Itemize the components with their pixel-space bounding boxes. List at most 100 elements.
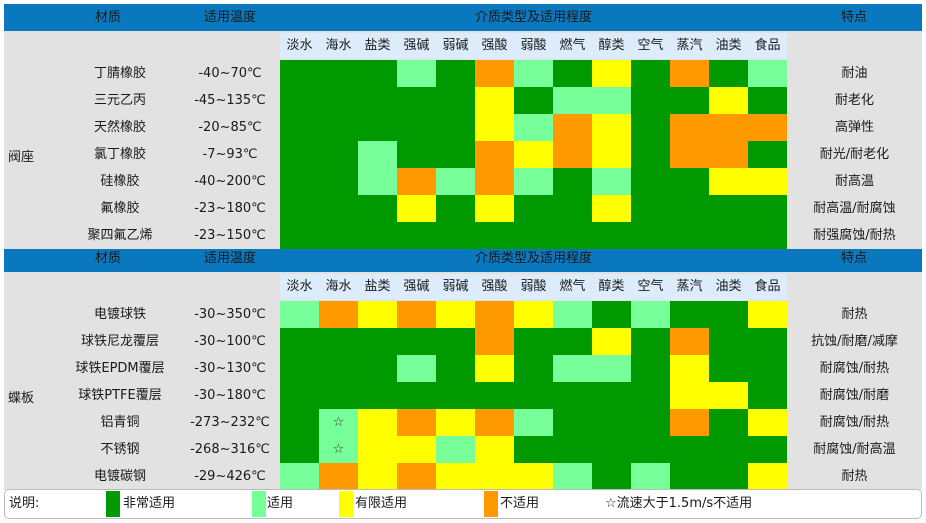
rating-cell bbox=[553, 87, 592, 114]
rating-cell bbox=[397, 168, 436, 195]
rating-cell bbox=[592, 382, 631, 409]
header-media-title: 介质类型及适用程度 bbox=[474, 10, 592, 25]
feature-text: 耐热 bbox=[841, 469, 868, 484]
rating-cell bbox=[319, 141, 358, 168]
rating-cell bbox=[436, 409, 475, 436]
rating-cell bbox=[592, 168, 631, 195]
rating-cell bbox=[280, 463, 319, 490]
rating-cell bbox=[475, 60, 514, 87]
rating-cell bbox=[631, 168, 670, 195]
rating-cell bbox=[397, 195, 436, 222]
rating-cell bbox=[670, 87, 709, 114]
rating-cell bbox=[436, 195, 475, 222]
feature-text: 耐热 bbox=[841, 307, 868, 322]
rating-cell bbox=[514, 301, 553, 328]
rating-cell bbox=[748, 141, 787, 168]
rating-cell bbox=[709, 382, 748, 409]
rating-cell bbox=[670, 222, 709, 249]
feature-text: 耐腐蚀/耐热 bbox=[819, 361, 890, 376]
material-name: 氯丁橡胶 bbox=[93, 147, 146, 162]
rating-cell bbox=[397, 409, 436, 436]
media-label: 海水 bbox=[325, 38, 352, 53]
rating-cell bbox=[592, 60, 631, 87]
rating-cell bbox=[436, 168, 475, 195]
rating-cell bbox=[748, 195, 787, 222]
rating-cell bbox=[592, 195, 631, 222]
feature-text: 耐光/耐老化 bbox=[819, 147, 890, 162]
media-label: 强碱 bbox=[403, 38, 430, 53]
media-label: 食品 bbox=[754, 279, 781, 294]
rating-cell: ☆ bbox=[319, 409, 358, 436]
rating-cell bbox=[436, 355, 475, 382]
feature-text: 耐腐蚀/耐高温 bbox=[813, 442, 896, 457]
rating-cell bbox=[709, 409, 748, 436]
rating-cell bbox=[280, 301, 319, 328]
material-name: 铝青铜 bbox=[100, 415, 140, 430]
media-label: 蒸汽 bbox=[676, 279, 703, 294]
rating-cell bbox=[358, 382, 397, 409]
rating-cell bbox=[358, 355, 397, 382]
rating-cell bbox=[670, 141, 709, 168]
rating-cell bbox=[709, 60, 748, 87]
rating-cell bbox=[748, 222, 787, 249]
rating-cell bbox=[514, 328, 553, 355]
legend: 说明: 非常适用 适用 有限适用 不适用 ☆流速大于1.5m/s不适用 bbox=[4, 489, 922, 519]
rating-cell bbox=[748, 382, 787, 409]
rating-cell bbox=[553, 355, 592, 382]
legend-label-suitable: 适用 bbox=[267, 496, 294, 511]
rating-cell bbox=[358, 222, 397, 249]
material-name: 天然橡胶 bbox=[93, 120, 146, 135]
rating-cell bbox=[319, 355, 358, 382]
rating-cell bbox=[475, 355, 514, 382]
feature-text: 耐老化 bbox=[834, 93, 874, 108]
rating-cell bbox=[514, 222, 553, 249]
rating-cell bbox=[748, 409, 787, 436]
rating-cell bbox=[514, 114, 553, 141]
rating-cell bbox=[592, 301, 631, 328]
rating-cell bbox=[319, 168, 358, 195]
rating-cell bbox=[709, 355, 748, 382]
rating-cell bbox=[553, 409, 592, 436]
rating-cell bbox=[631, 409, 670, 436]
rating-cell bbox=[514, 141, 553, 168]
rating-cell bbox=[631, 463, 670, 490]
rating-cell bbox=[748, 168, 787, 195]
temp-range: -7~93℃ bbox=[202, 147, 258, 162]
rating-cell bbox=[475, 382, 514, 409]
rating-cell bbox=[748, 463, 787, 490]
media-label: 弱碱 bbox=[442, 38, 469, 53]
rating-cell bbox=[748, 87, 787, 114]
rating-cell bbox=[436, 301, 475, 328]
legend-swatch-unsuitable bbox=[484, 491, 498, 517]
group-label: 蝶板 bbox=[8, 390, 35, 406]
rating-cell bbox=[709, 141, 748, 168]
rating-cell bbox=[631, 301, 670, 328]
rating-cell bbox=[280, 436, 319, 463]
rating-cell bbox=[748, 60, 787, 87]
media-label: 海水 bbox=[325, 279, 352, 294]
rating-cell bbox=[358, 168, 397, 195]
rating-cell bbox=[670, 409, 709, 436]
rating-cell bbox=[319, 328, 358, 355]
media-type-row: 淡水 海水 盐类 强碱 弱碱 强酸 弱酸 燃气 醇类 空气 蒸汽 油类 食品 bbox=[280, 33, 787, 59]
media-label: 强碱 bbox=[403, 279, 430, 294]
rating-cell bbox=[709, 195, 748, 222]
media-label: 食品 bbox=[754, 38, 781, 53]
rating-cell bbox=[358, 87, 397, 114]
rating-cell bbox=[631, 328, 670, 355]
rating-cell bbox=[631, 222, 670, 249]
temp-range: -273~232℃ bbox=[190, 415, 270, 430]
material-name: 球铁尼龙覆层 bbox=[80, 334, 159, 349]
rating-cell bbox=[670, 436, 709, 463]
rating-cell bbox=[397, 463, 436, 490]
header-feature: 特点 bbox=[840, 251, 867, 266]
rating-cell bbox=[514, 195, 553, 222]
media-label: 淡水 bbox=[286, 279, 313, 294]
star-icon: ☆ bbox=[332, 415, 345, 430]
media-label: 空气 bbox=[637, 38, 664, 53]
temp-range: -30~180℃ bbox=[194, 388, 266, 403]
rating-cell bbox=[436, 382, 475, 409]
header-bar: 材质 适用温度 介质类型及适用程度 特点 bbox=[4, 245, 922, 272]
rating-cell bbox=[358, 436, 397, 463]
legend-label-very-suitable: 非常适用 bbox=[123, 496, 176, 511]
